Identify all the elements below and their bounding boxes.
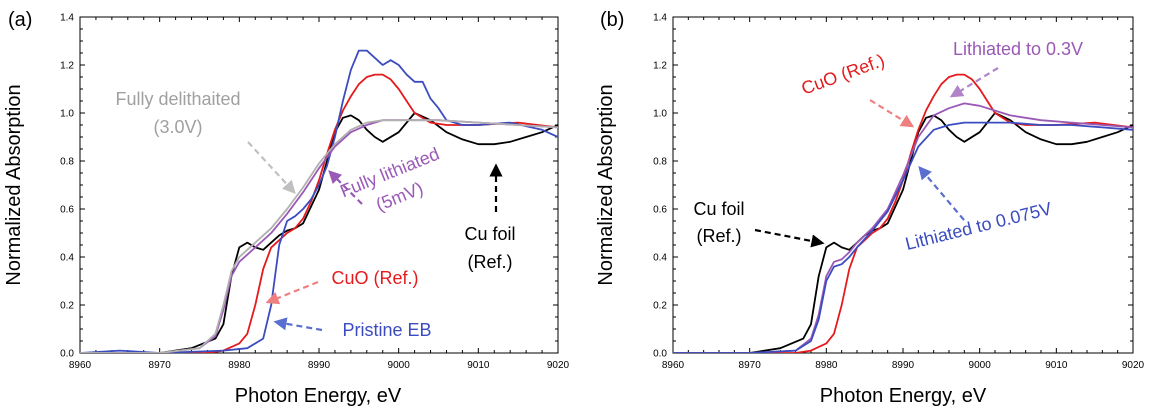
y-axis-label: Normalized Absorption bbox=[595, 84, 617, 285]
y-tick-label: 1.4 bbox=[60, 13, 74, 24]
y-tick-label: 1.4 bbox=[653, 13, 667, 24]
x-tick-label: 9000 bbox=[388, 360, 411, 371]
y-axis-label: Normalized Absorption bbox=[3, 84, 25, 285]
y-tick-label: 0.8 bbox=[60, 157, 74, 168]
x-tick-label: 8990 bbox=[308, 360, 331, 371]
x-tick-label: 8960 bbox=[69, 360, 92, 371]
annotation: CuO (Ref.) bbox=[331, 268, 418, 288]
y-tick-label: 0.2 bbox=[60, 301, 74, 312]
y-tick-label: 0.2 bbox=[653, 301, 667, 312]
series-line bbox=[673, 121, 1133, 353]
y-tick-label: 0.0 bbox=[653, 349, 667, 360]
x-tick-label: 9020 bbox=[1122, 360, 1145, 371]
annotation: Cu foil (Ref.) bbox=[693, 199, 744, 246]
plot-frame bbox=[672, 16, 1134, 354]
x-axis-label: Photon Energy, eV bbox=[235, 385, 402, 407]
annotation-arrow bbox=[273, 317, 323, 332]
y-tick-label: 0.8 bbox=[653, 157, 667, 168]
annotation-arrow bbox=[265, 280, 319, 305]
x-axis-label: Photon Energy, eV bbox=[820, 385, 987, 407]
x-tick-label: 8980 bbox=[815, 360, 838, 371]
y-tick-label: 0.6 bbox=[653, 205, 667, 216]
series-line bbox=[80, 73, 558, 353]
panel-b: (b) 0.0 0.2 0.4 0.6 0.8 1.0 1.2 1.4 8960 8970 8980 8… bbox=[595, 9, 1145, 407]
y-tick-label: 0.4 bbox=[653, 253, 667, 264]
annotation: Lithiated to 0.3V bbox=[953, 39, 1083, 59]
x-tick-label: 9020 bbox=[547, 360, 570, 371]
y-tick-label: 1.0 bbox=[653, 109, 667, 120]
x-tick-label: 8970 bbox=[149, 360, 172, 371]
series-line bbox=[673, 112, 1133, 353]
annotation: Fully lithiated(5mV) bbox=[337, 143, 452, 225]
series-line bbox=[80, 119, 558, 353]
x-tick-label: 8990 bbox=[892, 360, 915, 371]
series-line bbox=[673, 102, 1133, 353]
x-tick-label: 8980 bbox=[228, 360, 251, 371]
x-tick-label: 8970 bbox=[739, 360, 762, 371]
x-tick-label: 8960 bbox=[662, 360, 685, 371]
annotation: CuO (Ref.) bbox=[799, 50, 888, 99]
panel-label: (b) bbox=[600, 9, 624, 31]
annotation: Pristine EB bbox=[342, 320, 431, 340]
annotation-arrow bbox=[869, 99, 915, 128]
annotation-arrow bbox=[754, 228, 825, 248]
x-tick-label: 9000 bbox=[969, 360, 992, 371]
panel-a: (a) 0.0 0.2 0.4 0.6 0.8 1.0 1.2 1.4 8960 8970 8980 8… bbox=[3, 9, 570, 407]
panel-label: (a) bbox=[8, 9, 32, 31]
x-tick-label: 9010 bbox=[1045, 360, 1068, 371]
annotation: Fully delithaited (3.0V) bbox=[115, 89, 240, 137]
annotation: Lithiated to 0.075V bbox=[903, 198, 1054, 254]
series-line bbox=[673, 73, 1133, 353]
series-line bbox=[80, 49, 558, 353]
y-tick-label: 1.2 bbox=[653, 61, 667, 72]
y-tick-label: 1.2 bbox=[60, 61, 74, 72]
annotation-arrow bbox=[328, 170, 363, 205]
y-tick-label: 0.0 bbox=[60, 349, 74, 360]
y-tick-label: 0.4 bbox=[60, 253, 74, 264]
annotation-arrow bbox=[918, 165, 965, 221]
y-tick-label: 0.6 bbox=[60, 205, 74, 216]
y-tick-label: 1.0 bbox=[60, 109, 74, 120]
annotation-arrow bbox=[949, 67, 999, 98]
x-tick-label: 9010 bbox=[467, 360, 490, 371]
annotation-arrow bbox=[247, 141, 296, 194]
annotation: Cu foil (Ref.) bbox=[464, 224, 515, 272]
